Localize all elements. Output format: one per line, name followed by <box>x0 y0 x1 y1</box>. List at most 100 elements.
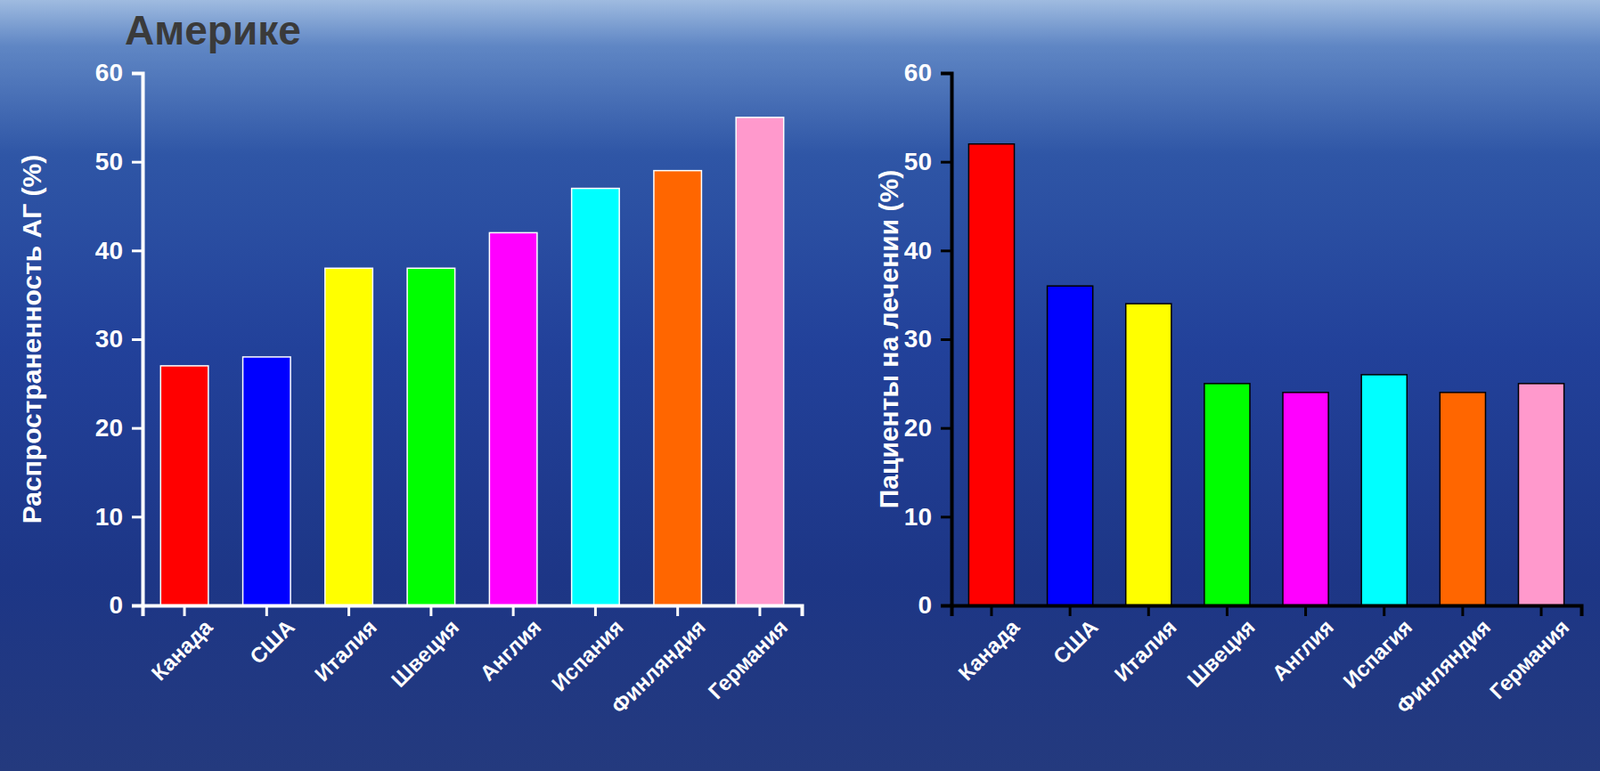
x-tick-label: Германия <box>1485 614 1575 704</box>
y-tick: 60 <box>904 58 952 87</box>
x-tick-label: Испагия <box>1338 614 1417 694</box>
x-tick-mark <box>1304 605 1307 617</box>
y-tick: 20 <box>904 414 952 442</box>
y-tick: 10 <box>904 503 952 531</box>
y-axis: 0 10 20 30 40 50 60 <box>95 58 144 620</box>
bars <box>160 117 784 606</box>
x-tick: Финляндия <box>1391 605 1495 719</box>
y-axis-line <box>940 73 953 607</box>
y-tick-mark <box>131 427 143 431</box>
y-tick-mark <box>131 72 143 75</box>
y-tick-label: 30 <box>904 325 932 353</box>
y-tick-label: 60 <box>904 58 932 87</box>
bar <box>653 171 703 606</box>
x-tick: Канада <box>146 605 217 686</box>
y-tick-mark <box>131 161 143 164</box>
x-tick: Канада <box>953 605 1024 686</box>
x-tick: Испания <box>546 605 629 696</box>
bar <box>1204 383 1250 606</box>
y-tick: 30 <box>904 325 952 353</box>
y-tick-mark <box>940 604 952 608</box>
x-tick: Швеция <box>386 605 465 693</box>
x-tick-label: Финляндия <box>606 614 711 719</box>
y-tick-label: 30 <box>95 325 123 353</box>
y-tick-mark <box>940 249 952 253</box>
y-tick-label: 0 <box>917 591 932 620</box>
bar <box>489 232 538 606</box>
bar <box>1361 375 1407 606</box>
y-tick: 10 <box>95 503 143 531</box>
x-axis-line <box>952 606 1583 618</box>
x-tick-label: Швеция <box>386 614 465 693</box>
y-tick-mark <box>131 515 143 519</box>
y-tick: 30 <box>95 325 143 353</box>
y-tick-label: 0 <box>108 591 123 620</box>
x-tick-mark <box>758 605 761 617</box>
x-tick-mark <box>594 605 597 617</box>
x-tick-mark <box>183 605 187 617</box>
y-tick-mark <box>940 515 952 519</box>
bars <box>968 144 1564 606</box>
x-tick-label: Канада <box>146 614 217 686</box>
y-tick-mark <box>131 249 143 253</box>
x-tick: Швеция <box>1182 605 1260 693</box>
x-tick-label: Финляндия <box>1391 614 1495 719</box>
x-tick-label: Англия <box>1267 614 1339 686</box>
x-tick-mark <box>265 605 269 617</box>
x-tick: Германия <box>1485 605 1575 704</box>
y-tick-label: 50 <box>904 147 932 176</box>
bar <box>243 357 292 606</box>
y-axis-title: Распространенность АГ (%) <box>16 155 47 525</box>
y-tick-mark <box>131 604 143 608</box>
y-tick-mark <box>940 427 952 431</box>
x-axis: Канада СШАИталияШвецияАнглияИспагияФинлян… <box>952 605 1583 719</box>
y-tick: 0 <box>917 591 952 620</box>
y-tick-label: 60 <box>95 58 123 87</box>
bar <box>968 144 1014 606</box>
y-tick-label: 20 <box>95 414 123 442</box>
y-axis: 0102030405060 <box>904 58 953 620</box>
y-tick-label: 40 <box>95 236 123 265</box>
x-tick-mark <box>989 605 993 617</box>
y-tick-label: 10 <box>904 503 932 531</box>
y-tick: 0 <box>108 591 143 620</box>
bar <box>1518 383 1564 606</box>
x-tick-label: Германия <box>702 614 792 704</box>
x-tick: Англия <box>474 605 546 686</box>
x-tick-mark <box>676 605 679 617</box>
x-tick: Испагия <box>1338 605 1417 694</box>
x-tick: Италия <box>310 605 382 687</box>
x-tick-label: США <box>1048 614 1103 670</box>
x-tick-label: Италия <box>1109 614 1181 686</box>
x-tick: Финляндия <box>606 605 711 719</box>
x-axis: Канада СШАИталияШвецияАнглияИспанияФинлян… <box>143 605 803 719</box>
y-tick: 50 <box>95 147 143 176</box>
bar <box>1047 285 1094 606</box>
x-tick-label: Испания <box>546 614 629 696</box>
x-tick-label: Швеция <box>1182 614 1260 693</box>
y-tick-mark <box>131 338 143 342</box>
y-tick-mark <box>940 338 952 342</box>
x-tick: США <box>244 605 300 670</box>
y-axis-line <box>131 73 144 607</box>
x-tick-label: США <box>244 614 300 670</box>
bar <box>160 366 209 606</box>
x-tick-mark <box>1540 605 1543 617</box>
y-tick-label: 10 <box>95 503 123 531</box>
x-axis-line <box>143 606 803 618</box>
x-tick-mark <box>1069 605 1072 617</box>
x-tick-mark <box>429 605 433 617</box>
y-tick: 20 <box>95 414 143 442</box>
canvas: Америке0102030405060КанадаСШАИталияШвеци… <box>0 0 1600 771</box>
y-tick-label: 50 <box>95 147 123 176</box>
bar <box>735 117 784 606</box>
bar <box>1439 392 1486 606</box>
y-tick-label: 20 <box>904 414 932 442</box>
bar <box>571 188 621 606</box>
y-tick: 60 <box>95 58 143 87</box>
x-tick-mark <box>1461 605 1464 617</box>
y-tick: 40 <box>95 236 143 265</box>
x-tick: США <box>1048 605 1103 670</box>
x-tick-label: Италия <box>310 614 382 686</box>
x-tick-mark <box>1382 605 1386 617</box>
